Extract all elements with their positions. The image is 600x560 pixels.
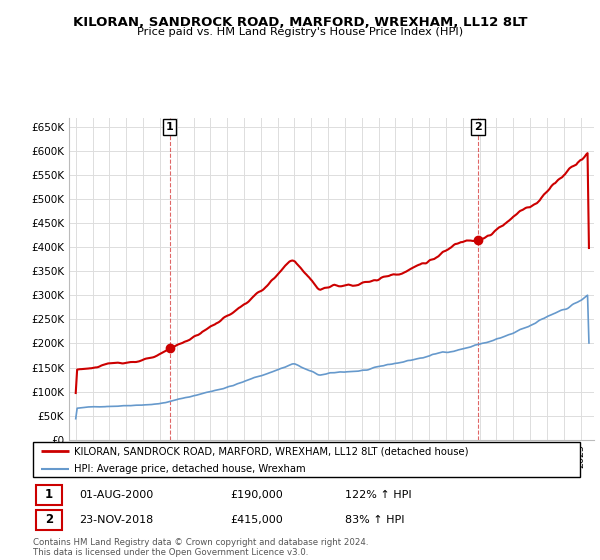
Text: 23-NOV-2018: 23-NOV-2018 [80,515,154,525]
Text: KILORAN, SANDROCK ROAD, MARFORD, WREXHAM, LL12 8LT: KILORAN, SANDROCK ROAD, MARFORD, WREXHAM… [73,16,527,29]
Text: 01-AUG-2000: 01-AUG-2000 [80,490,154,500]
Text: 2: 2 [45,513,53,526]
Text: HPI: Average price, detached house, Wrexham: HPI: Average price, detached house, Wrex… [74,464,305,474]
FancyBboxPatch shape [36,485,62,505]
Text: Price paid vs. HM Land Registry's House Price Index (HPI): Price paid vs. HM Land Registry's House … [137,27,463,37]
Text: 1: 1 [45,488,53,502]
Text: 83% ↑ HPI: 83% ↑ HPI [345,515,404,525]
FancyBboxPatch shape [36,510,62,530]
Text: 1: 1 [166,122,173,132]
Text: £415,000: £415,000 [230,515,283,525]
Text: 2: 2 [474,122,482,132]
Text: Contains HM Land Registry data © Crown copyright and database right 2024.
This d: Contains HM Land Registry data © Crown c… [33,538,368,557]
Text: £190,000: £190,000 [230,490,283,500]
Text: 122% ↑ HPI: 122% ↑ HPI [345,490,412,500]
Text: KILORAN, SANDROCK ROAD, MARFORD, WREXHAM, LL12 8LT (detached house): KILORAN, SANDROCK ROAD, MARFORD, WREXHAM… [74,446,469,456]
FancyBboxPatch shape [33,442,580,477]
